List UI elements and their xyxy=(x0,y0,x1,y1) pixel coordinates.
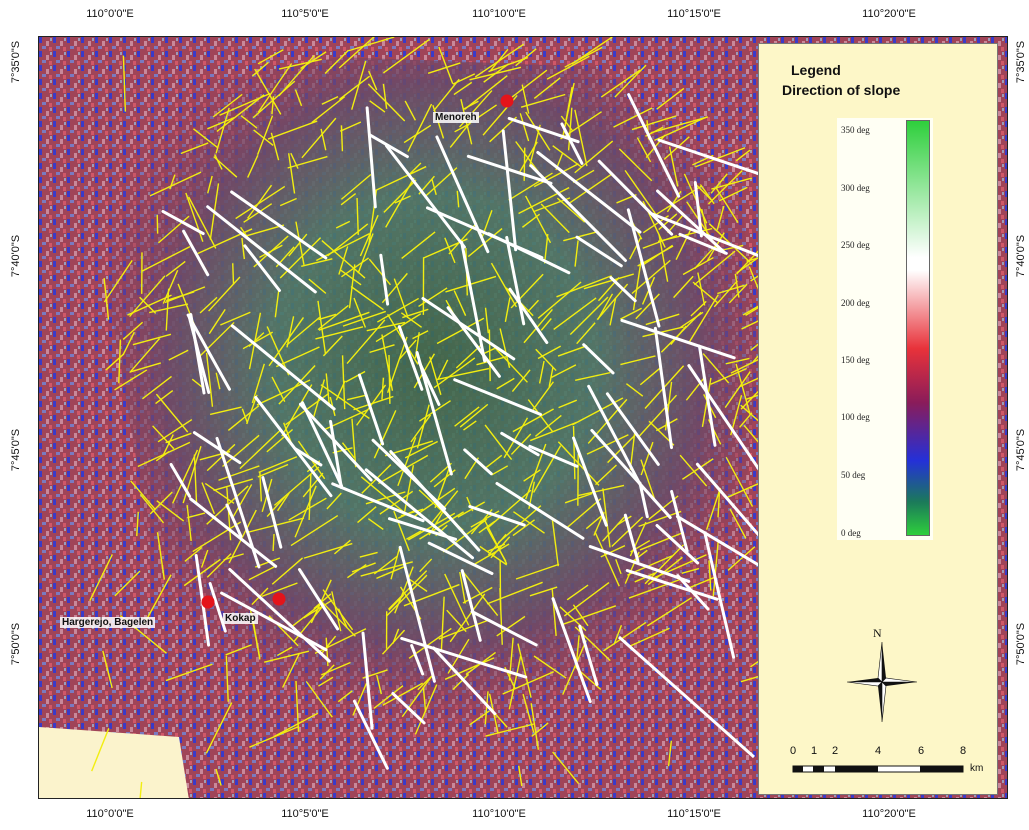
bottom-tick-4: 110°20'0"E xyxy=(862,808,916,820)
top-tick-1: 110°5'0"E xyxy=(281,8,329,20)
colorbar-label-300: 300 deg xyxy=(841,183,870,193)
colorbar-label-350: 350 deg xyxy=(841,125,870,135)
colorbar-label-200: 200 deg xyxy=(841,298,870,308)
colorbar-label-0: 0 deg xyxy=(841,528,861,538)
top-tick-4: 110°20'0"E xyxy=(862,8,916,20)
scale-tick-6: 6 xyxy=(917,745,925,757)
scale-tick-4: 4 xyxy=(874,745,882,757)
menoreh-label: Menoreh xyxy=(433,112,479,123)
colorbar-label-150: 150 deg xyxy=(841,355,870,365)
left-tick-2: 7°45'0"S xyxy=(10,428,22,472)
north-label: N xyxy=(873,626,882,640)
scale-tick-0: 0 xyxy=(789,745,797,757)
scale-tick-1: 1 xyxy=(810,745,818,757)
kokap-marker xyxy=(272,592,286,606)
right-tick-1: 7°40'0"S xyxy=(1015,234,1027,278)
scale-tick-8: 8 xyxy=(959,745,967,757)
kokap-label: Kokap xyxy=(223,613,258,624)
bottom-tick-1: 110°5'0"E xyxy=(281,808,329,820)
scale-bar xyxy=(792,765,964,773)
top-tick-2: 110°10'0"E xyxy=(472,8,526,20)
top-tick-0: 110°0'0"E xyxy=(86,8,134,20)
left-tick-3: 7°50'0"S xyxy=(10,622,22,666)
right-tick-0: 7°35'0"S xyxy=(1015,40,1027,84)
left-tick-0: 7°35'0"S xyxy=(10,40,22,84)
lineament-layer xyxy=(89,37,794,798)
top-tick-3: 110°15'0"E xyxy=(667,8,721,20)
north-arrow-icon xyxy=(847,642,917,722)
colorbar-label-250: 250 deg xyxy=(841,240,870,250)
bottom-tick-3: 110°15'0"E xyxy=(667,808,721,820)
right-tick-3: 7°50'0"S xyxy=(1015,622,1027,666)
right-tick-2: 7°45'0"S xyxy=(1015,428,1027,472)
scale-unit: km xyxy=(970,763,984,774)
colorbar xyxy=(906,120,930,536)
menoreh-marker xyxy=(500,94,514,108)
bottom-tick-2: 110°10'0"E xyxy=(472,808,526,820)
legend-title: Legend xyxy=(791,62,841,78)
hargerejo-bagelen-label: Hargerejo, Bagelen xyxy=(60,617,156,628)
left-tick-1: 7°40'0"S xyxy=(10,234,22,278)
colorbar-label-100: 100 deg xyxy=(841,412,870,422)
scale-tick-2: 2 xyxy=(831,745,839,757)
legend-panel: Legend Direction of slope 350 deg 300 de… xyxy=(758,43,998,795)
colorbar-label-50: 50 deg xyxy=(841,470,866,480)
legend-subtitle: Direction of slope xyxy=(782,82,901,98)
hargerejo-bagelen-marker xyxy=(201,595,215,609)
bottom-tick-0: 110°0'0"E xyxy=(86,808,134,820)
